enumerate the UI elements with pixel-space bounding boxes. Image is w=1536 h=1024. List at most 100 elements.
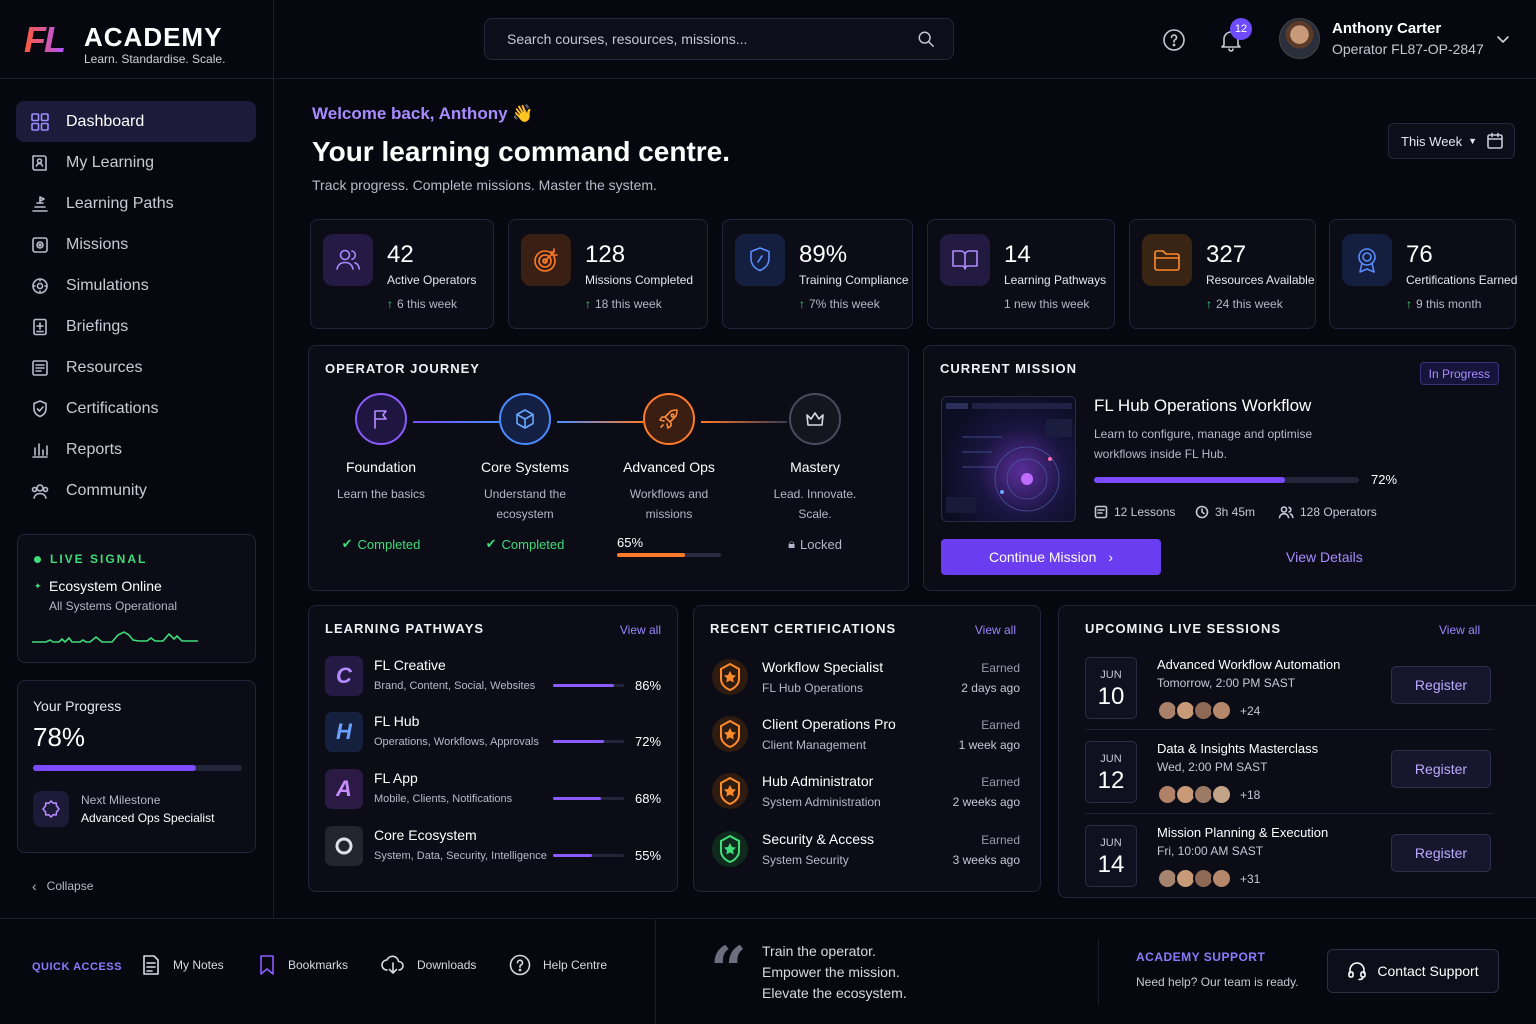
journey-step-core-systems[interactable]: Core Systems Understand the ecosystem ✔ C… [455,393,595,552]
quick-link-my-notes[interactable]: My Notes [141,954,224,976]
divider [655,919,656,1024]
continue-mission-button[interactable]: Continue Mission › [941,539,1161,575]
sidebar-item-community[interactable]: Community [16,470,256,511]
sidebar-item-missions[interactable]: Missions [16,224,256,265]
pathway-percent: 55% [635,848,662,863]
pathway-progress-bar [553,684,624,687]
register-button[interactable]: Register [1391,834,1491,872]
badge-star-icon [712,831,748,867]
sidebar-item-label: Simulations [66,276,149,294]
stat-card-pathways[interactable]: 14 Learning Pathways 1 new this week [927,219,1115,329]
contact-support-button[interactable]: Contact Support [1327,949,1499,993]
sidebar-item-label: Community [66,481,147,499]
calendar-icon[interactable] [1486,132,1504,150]
recent-certifications-card: RECENT CERTIFICATIONS View all Workflow … [693,605,1041,892]
quick-link-downloads[interactable]: Downloads [381,954,476,976]
status-badge: In Progress [1419,362,1499,385]
journey-step-mastery[interactable]: Mastery Lead. Innovate. Scale. 🔒︎ Locked [745,393,885,552]
pathway-row-core-ecosystem[interactable]: Core Ecosystem System, Data, Security, I… [325,826,665,866]
cert-earned-label: Earned [981,775,1020,789]
badge-star-icon [712,773,748,809]
session-date: JUN 10 [1085,657,1137,719]
sidebar-item-simulations[interactable]: Simulations [16,265,256,306]
search-input[interactable] [507,31,887,47]
journey-step-advanced-ops[interactable]: Advanced Ops Workflows and missions 65% [599,393,739,564]
progress-title: Your Progress [33,698,122,714]
stat-card-resources[interactable]: 327 Resources Available ↑ 24 this week [1129,219,1316,329]
journey-title: OPERATOR JOURNEY [325,361,480,376]
cert-row[interactable]: Hub Administrator System Administration … [710,769,1020,813]
register-button[interactable]: Register [1391,666,1491,704]
register-button[interactable]: Register [1391,750,1491,788]
journey-step-desc: Understand the ecosystem [483,487,567,521]
cert-row[interactable]: Client Operations Pro Client Management … [710,712,1020,756]
current-mission-card: CURRENT MISSION In Progress FL Hub Opera… [923,345,1516,591]
cert-when: 2 weeks ago [952,795,1020,809]
view-details-link[interactable]: View Details [1286,549,1363,565]
chevron-down-icon[interactable] [1496,32,1510,46]
help-icon[interactable] [1162,28,1186,52]
users-icon [31,483,49,499]
stat-value: 128 [585,241,626,268]
sidebar-item-resources[interactable]: Resources [16,347,256,388]
support-subtitle: Need help? Our team is ready. [1136,975,1299,989]
certs-view-all-link[interactable]: View all [974,623,1016,637]
quick-link-bookmarks[interactable]: Bookmarks [258,954,348,976]
progress-card: Your Progress 78% Next Milestone Advance… [17,680,256,853]
badge-star-icon [712,659,748,695]
logo[interactable]: FL ACADEMY Learn. Standardise. Scale. [24,20,225,72]
collapse-button[interactable]: ‹ Collapse [32,878,93,894]
shield-check-icon [735,234,785,286]
sidebar-item-dashboard[interactable]: Dashboard [16,101,256,142]
quick-link-label: Downloads [417,958,477,972]
stat-card-certifications[interactable]: 76 Certifications Earned ↑ 9 this month [1329,219,1517,329]
journey-step-foundation[interactable]: Foundation Learn the basics ✔ Completed [311,393,451,552]
sidebar-item-learning-paths[interactable]: Learning Paths [16,183,256,224]
cert-org: System Administration [762,795,881,809]
journey-step-status: Completed [357,536,421,552]
sessions-view-all-link[interactable]: View all [1439,623,1481,637]
pathway-row-fl-creative[interactable]: C FL Creative Brand, Content, Social, We… [325,656,665,696]
period-select[interactable]: This Week ▼ [1388,123,1515,159]
pathways-view-all-link[interactable]: View all [619,623,661,637]
session-day: 12 [1097,767,1125,794]
stat-card-operators[interactable]: 42 Active Operators ↑ 6 this week [310,219,494,329]
pathway-progress-bar [553,854,624,857]
attendee-count: +31 [1240,871,1261,886]
search-icon[interactable] [917,30,935,48]
quick-link-help-centre[interactable]: Help Centre [509,954,607,976]
quote-line: Train the operator. [762,943,876,959]
stat-card-compliance[interactable]: 89% Training Compliance ↑ 7% this week [722,219,913,329]
pathway-name: FL Hub [374,713,420,729]
sidebar-item-reports[interactable]: Reports [16,429,256,470]
search-bar[interactable] [484,18,954,60]
cert-row[interactable]: Workflow Specialist FL Hub Operations Ea… [710,655,1020,699]
session-day: 14 [1097,851,1125,878]
pathway-percent: 68% [635,791,662,806]
journey-step-status: Completed [501,536,565,552]
avatar[interactable] [1279,18,1320,59]
session-date: JUN 14 [1085,825,1137,887]
sidebar-item-my-learning[interactable]: My Learning [16,142,256,183]
stat-delta: 18 this week [595,297,662,311]
stat-card-missions[interactable]: 128 Missions Completed ↑ 18 this week [508,219,708,329]
live-signal-card: LIVE SIGNAL ✦ Ecosystem Online All Syste… [17,534,256,663]
clock-icon [1195,505,1209,519]
user-name[interactable]: Anthony Carter [1332,20,1442,37]
pathway-row-fl-app[interactable]: A FL App Mobile, Clients, Notifications … [325,769,665,809]
pathway-desc: System, Data, Security, Intelligence [374,850,547,862]
quote-line: Elevate the ecosystem. [762,985,907,1001]
bookmark-icon [260,955,274,975]
quote-icon: “ [710,933,747,1008]
cert-row[interactable]: Security & Access System Security Earned… [710,827,1020,871]
sidebar-item-label: Briefings [66,317,129,335]
sidebar-item-certifications[interactable]: Certifications [16,388,256,429]
arrow-up-icon: ↑ [1406,297,1412,311]
avatar [1211,868,1232,889]
sidebar-item-briefings[interactable]: Briefings [16,306,256,347]
logo-tagline: Learn. Standardise. Scale. [83,52,226,66]
briefing-icon [33,318,47,335]
pathway-row-fl-hub[interactable]: H FL Hub Operations, Workflows, Approval… [325,712,665,752]
stat-value: 14 [1004,241,1031,268]
collapse-label: Collapse [46,879,94,893]
